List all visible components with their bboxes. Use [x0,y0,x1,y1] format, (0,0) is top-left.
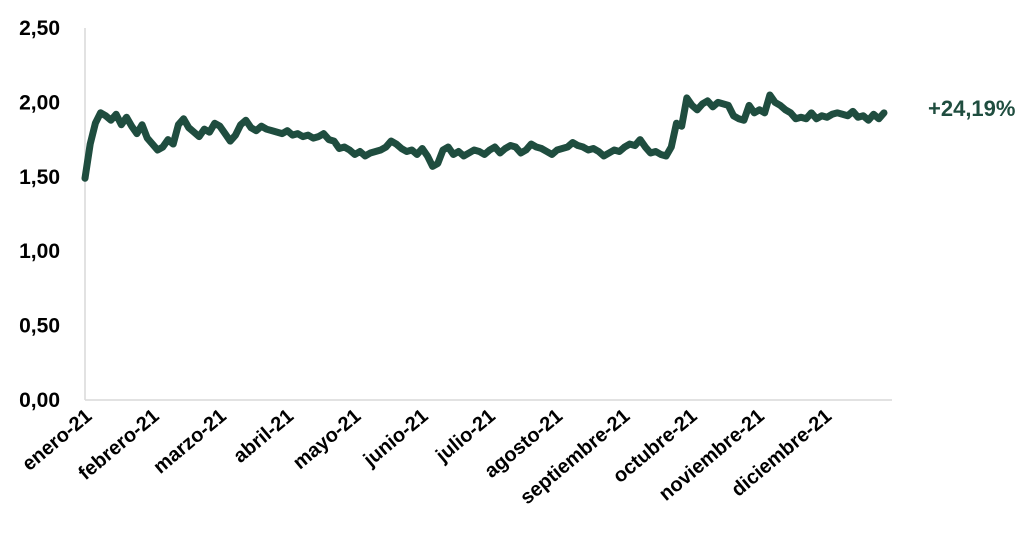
x-axis-tick-labels: enero-21febrero-21marzo-21abril-21mayo-2… [18,405,836,509]
series-line [81,91,888,182]
y-tick-label: 0,50 [19,315,60,338]
y-tick-label: 2,00 [19,91,60,114]
y-tick-label: 0,00 [19,389,60,412]
x-tick-label: abril-21 [229,405,298,468]
y-tick-label: 2,50 [19,17,60,40]
x-tick-label: marzo-21 [149,405,230,478]
x-tick-label: mayo-21 [289,405,365,474]
change-annotation: +24,19% [928,96,1015,121]
axes [84,28,892,401]
y-axis-tick-labels: 0,00 0,50 1,00 1,50 2,00 2,50 [19,17,60,412]
y-tick-label: 1,50 [19,166,60,189]
x-tick-label: junio-21 [359,405,433,472]
y-tick-label: 1,00 [19,240,60,263]
